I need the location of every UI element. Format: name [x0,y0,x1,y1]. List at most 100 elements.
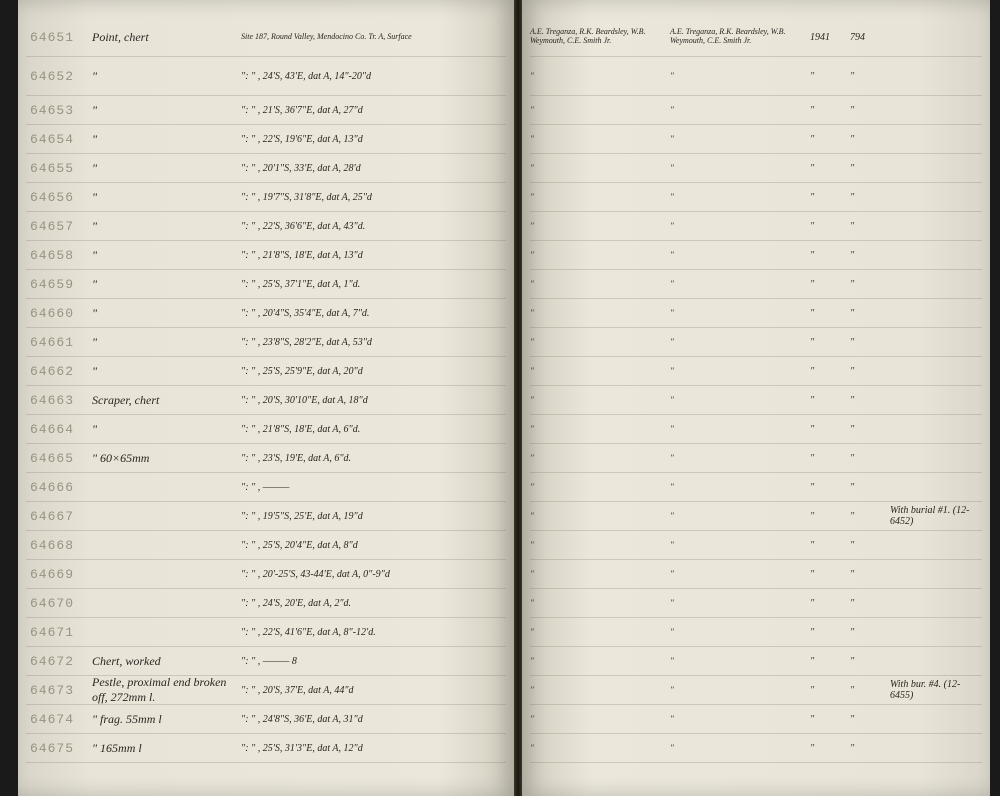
ledger-row: 64660"": " , 20'4"S, 35'4"E, dat A, 7"d. [26,299,506,328]
collector-ditto: " [530,424,670,434]
description: " [84,190,237,205]
accession-ditto: " [850,714,890,725]
site-detail: ": " , 21'8"S, 18'E, dat A, 6"d. [237,424,506,435]
ledger-row: 64670": " , 24'S, 20'E, dat A, 2"d. [26,589,506,618]
year-ditto: " [810,163,850,174]
year-ditto: " [810,540,850,551]
ledger-row: """" [530,647,982,676]
year-ditto: " [810,656,850,667]
collector-ditto: " [530,163,670,173]
accession-ditto: " [850,71,890,82]
accession-ditto: " [850,279,890,290]
accession-ditto: " [850,743,890,754]
collector-ditto: " [530,540,670,550]
accession-ditto: " [850,540,890,551]
ledger-row: """" [530,734,982,763]
ledger-row: """"With bur. #4. (12-6455) [530,676,982,705]
site-detail: ": " , 20'4"S, 35'4"E, dat A, 7"d. [237,308,506,319]
year-ditto: " [810,134,850,145]
catalog-number: 64658 [26,248,84,263]
collector-ditto: " [670,743,810,753]
ledger-row: """" [530,618,982,647]
collector-ditto: " [530,743,670,753]
collector-ditto: " [670,71,810,81]
year-ditto: " [810,395,850,406]
collector-ditto: " [670,192,810,202]
year-ditto: " [810,192,850,203]
ledger-row: """" [530,560,982,589]
year-ditto: " [810,308,850,319]
description: " 165mm l [84,741,237,756]
year-ditto: " [810,482,850,493]
catalog-number: 64673 [26,683,84,698]
ledger-row: 64655"": " , 20'1"S, 33'E, dat A, 28'd [26,154,506,183]
collector-ditto: " [670,714,810,724]
site-detail: ": " , 21'8"S, 18'E, dat A, 13"d [237,250,506,261]
description: " 60×65mm [84,451,237,466]
accession-ditto: " [850,105,890,116]
ledger-row: 64674" frag. 55mm l": " , 24'8"S, 36'E, … [26,705,506,734]
collector-ditto: " [670,395,810,405]
year-ditto: " [810,71,850,82]
collector-ditto: " [530,511,670,521]
accession-ditto: " [850,453,890,464]
collector-ditto: " [530,308,670,318]
accession-ditto: " [850,424,890,435]
ledger-row: """" [530,357,982,386]
year-ditto: " [810,366,850,377]
accession-ditto: " [850,482,890,493]
catalog-number: 64669 [26,567,84,582]
left-page: 64651 Point, chert Site 187, Round Valle… [18,0,514,796]
accession-ditto: " [850,250,890,261]
description: " [84,422,237,437]
ledger-row: """" [530,241,982,270]
book-gutter [514,0,522,796]
collector-ditto: " [530,221,670,231]
catalog-number: 64660 [26,306,84,321]
year-ditto: " [810,714,850,725]
remarks: With bur. #4. (12-6455) [890,679,982,701]
year-ditto: " [810,279,850,290]
collector-ditto: " [670,250,810,260]
accession-ditto: " [850,569,890,580]
site-detail: ": " , 20'1"S, 33'E, dat A, 28'd [237,163,506,174]
year-ditto: " [810,337,850,348]
collector-ditto: " [670,685,810,695]
collector-ditto: " [670,105,810,115]
collector-ditto: " [670,482,810,492]
ledger-row: 64663Scraper, chert": " , 20'S, 30'10"E,… [26,386,506,415]
ledger-row: 64654"": " , 22'S, 19'6"E, dat A, 13"d [26,125,506,154]
collector-ditto: " [530,656,670,666]
ledger-row: """" [530,386,982,415]
catalog-number: 64668 [26,538,84,553]
ledger-row: """" [530,125,982,154]
description: " [84,364,237,379]
year-ditto: " [810,511,850,522]
ledger-row: """" [530,270,982,299]
site-detail: ": " , 20'S, 37'E, dat A, 44"d [237,685,506,696]
header-row: 64651 Point, chert Site 187, Round Valle… [26,18,506,57]
catalog-number: 64675 [26,741,84,756]
description: Chert, worked [84,654,237,669]
collector-ditto: " [670,308,810,318]
left-spine [0,0,18,796]
collector-ditto: " [530,337,670,347]
collector-ditto: " [670,221,810,231]
ledger-row: 64672Chert, worked": " , ——— 8 [26,647,506,676]
ledger-row: 64671": " , 22'S, 41'6"E, dat A, 8"-12'd… [26,618,506,647]
ledger-row: 64652"": " , 24'S, 43'E, dat A, 14"-20"d [26,57,506,96]
year-ditto: " [810,105,850,116]
collector-ditto: " [530,134,670,144]
header-row-right: A.E. Treganza, R.K. Beardsley, W.B. Weym… [530,18,982,57]
collector-ditto: " [670,424,810,434]
ledger-row: 64673Pestle, proximal end broken off, 27… [26,676,506,705]
ledger-row: 64675" 165mm l": " , 25'S, 31'3"E, dat A… [26,734,506,763]
site-detail: ": " , 25'S, 25'9"E, dat A, 20"d [237,366,506,377]
site-header: Site 187, Round Valley, Mendocino Co. Tr… [237,33,506,42]
description: " [84,248,237,263]
site-detail: ": " , 20'-25'S, 43-44'E, dat A, 0"-9"d [237,569,506,580]
accession-ditto: " [850,395,890,406]
collector-ditto: " [530,714,670,724]
catalog-number: 64662 [26,364,84,379]
ledger-row: 64656"": " , 19'7"S, 31'8"E, dat A, 25"d [26,183,506,212]
